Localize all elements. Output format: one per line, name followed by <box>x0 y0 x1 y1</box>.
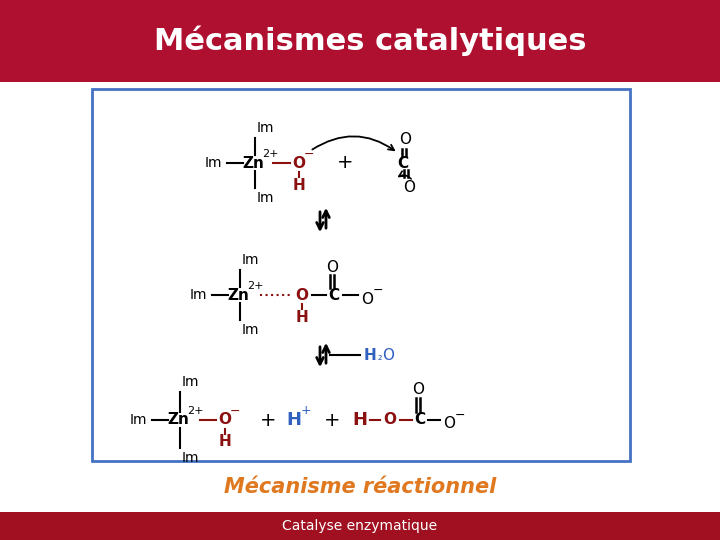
Text: 2+: 2+ <box>186 406 203 416</box>
Text: +: + <box>260 410 276 429</box>
Text: Im: Im <box>204 156 222 170</box>
Text: O: O <box>382 348 394 362</box>
Text: O: O <box>326 260 338 274</box>
Text: Catalyse enzymatique: Catalyse enzymatique <box>282 519 438 533</box>
Text: C: C <box>415 413 426 428</box>
Text: O: O <box>384 413 397 428</box>
Text: Im: Im <box>189 288 207 302</box>
Text: Im: Im <box>181 451 199 465</box>
Text: C: C <box>328 287 340 302</box>
Text: −: − <box>304 147 314 160</box>
Bar <box>0 512 720 540</box>
Text: H: H <box>219 435 231 449</box>
Text: H: H <box>364 348 377 362</box>
Text: O: O <box>443 416 455 431</box>
Text: −: − <box>230 404 240 417</box>
Text: +: + <box>324 410 341 429</box>
Text: 2+: 2+ <box>247 281 264 291</box>
Text: Im: Im <box>256 191 274 205</box>
Text: −: − <box>373 284 383 296</box>
Text: −: − <box>455 408 465 422</box>
Text: ₂: ₂ <box>378 352 382 362</box>
Text: Im: Im <box>241 323 258 337</box>
Text: Im: Im <box>256 121 274 135</box>
Text: O: O <box>412 382 424 397</box>
Text: H: H <box>353 411 367 429</box>
Text: O: O <box>403 179 415 194</box>
Text: O: O <box>292 156 305 171</box>
Text: O: O <box>399 132 411 146</box>
Text: +: + <box>337 153 354 172</box>
Text: H: H <box>296 309 308 325</box>
Text: Mécanisme réactionnel: Mécanisme réactionnel <box>224 477 496 497</box>
Text: Im: Im <box>241 253 258 267</box>
Text: O: O <box>361 292 373 307</box>
Text: Im: Im <box>181 375 199 389</box>
Text: C: C <box>397 156 408 171</box>
Text: Im: Im <box>130 413 147 427</box>
Text: Zn: Zn <box>242 156 264 171</box>
Text: Zn: Zn <box>167 413 189 428</box>
Text: H: H <box>287 411 302 429</box>
Bar <box>0 0 720 82</box>
FancyBboxPatch shape <box>92 89 630 461</box>
Text: Zn: Zn <box>227 287 249 302</box>
Text: O: O <box>295 287 308 302</box>
Text: O: O <box>218 413 232 428</box>
Text: H: H <box>292 178 305 192</box>
Text: +: + <box>301 404 311 417</box>
Text: Mécanismes catalytiques: Mécanismes catalytiques <box>154 26 586 56</box>
Text: 2+: 2+ <box>262 149 278 159</box>
